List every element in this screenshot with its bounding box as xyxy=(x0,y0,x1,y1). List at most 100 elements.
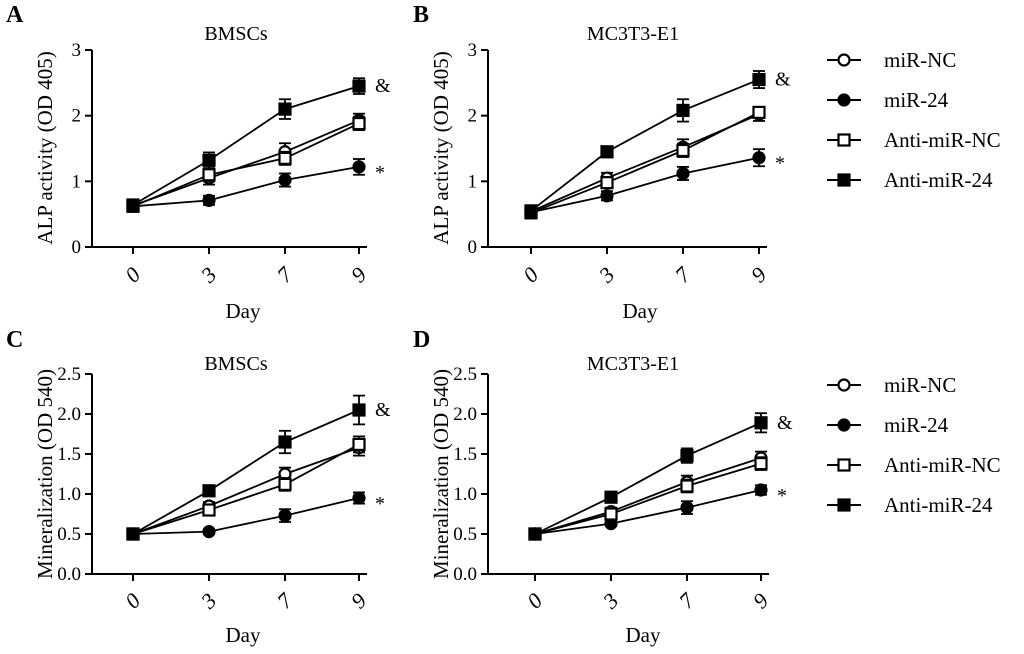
data-point xyxy=(126,198,140,212)
legend-marker xyxy=(837,93,851,107)
data-point xyxy=(352,491,366,505)
legend-marker xyxy=(837,418,851,432)
legend-label: miR-NC xyxy=(884,373,956,397)
significance-mark: * xyxy=(777,485,787,507)
panel-letter: A xyxy=(6,2,24,28)
x-tick-label: 9 xyxy=(346,588,371,613)
data-point xyxy=(754,416,768,430)
chart-panel-a: A BMSCs 0 1 2 3 ALP activity (OD 405) 0 3 7 9 Day & * xyxy=(6,2,391,323)
y-tick-label: 2.0 xyxy=(57,404,81,425)
significance-mark: * xyxy=(775,153,785,175)
y-tick-label: 2 xyxy=(72,106,82,127)
data-point xyxy=(752,105,766,119)
legend-bottom: miR-NC miR-24 Anti-miR-NC Anti-miR-24 xyxy=(827,373,1001,517)
data-point xyxy=(352,79,366,93)
data-point xyxy=(600,176,614,190)
series-line xyxy=(534,489,762,535)
series-line xyxy=(132,443,360,535)
significance-mark: & xyxy=(375,75,391,97)
panel-title: MC3T3-E1 xyxy=(587,23,679,45)
series-mir-24 xyxy=(126,491,366,541)
series-anti-mir-24 xyxy=(126,394,366,541)
x-axis-label: Day xyxy=(226,299,261,323)
data-point xyxy=(676,166,690,181)
series-line xyxy=(530,78,760,212)
y-axis-label: Mineralization (OD 540) xyxy=(429,369,453,579)
significance-mark: & xyxy=(375,399,391,421)
significance-mark: & xyxy=(777,412,793,434)
y-tick-label: 0.0 xyxy=(453,564,477,585)
x-tick-label: 0 xyxy=(120,588,145,613)
series-mir-24 xyxy=(528,483,768,541)
y-tick-label: 2.5 xyxy=(57,364,81,385)
y-tick-label: 1.5 xyxy=(57,444,81,465)
data-point xyxy=(680,449,694,463)
y-tick-label: 2 xyxy=(468,106,478,127)
series-line xyxy=(132,85,360,206)
legend-marker xyxy=(837,173,851,187)
y-axis-label: ALP activity (OD 405) xyxy=(429,51,453,244)
data-point xyxy=(752,151,766,165)
series-anti-mir-24 xyxy=(126,77,366,212)
data-point xyxy=(202,503,216,517)
y-tick-label: 0.5 xyxy=(57,524,81,545)
x-axis-label: Day xyxy=(623,299,658,323)
y-tick-label: 0.0 xyxy=(57,564,81,585)
data-point xyxy=(202,168,216,182)
series-line xyxy=(132,409,360,535)
y-axis-label: ALP activity (OD 405) xyxy=(33,51,57,244)
data-point xyxy=(202,524,216,539)
x-tick-label: 7 xyxy=(272,587,298,613)
series-line xyxy=(530,156,760,214)
series-line xyxy=(530,111,760,214)
data-point xyxy=(352,403,366,417)
data-point xyxy=(278,435,292,449)
x-tick-label: 0 xyxy=(522,588,547,613)
data-point xyxy=(278,508,292,523)
series-line xyxy=(132,497,360,535)
data-point xyxy=(202,484,216,498)
data-point xyxy=(752,72,766,87)
legend-label: Anti-miR-NC xyxy=(884,128,1001,152)
data-point xyxy=(676,103,690,118)
x-axis-label: Day xyxy=(226,623,261,647)
data-point xyxy=(680,501,694,515)
y-tick-label: 1 xyxy=(468,171,478,192)
series-anti-mir-24 xyxy=(528,412,768,541)
data-point xyxy=(600,145,614,159)
panel-title: MC3T3-E1 xyxy=(587,353,679,375)
y-tick-label: 0 xyxy=(468,237,478,258)
series-line xyxy=(534,462,762,535)
series-mir-24 xyxy=(524,148,766,219)
y-tick-label: 2.5 xyxy=(453,364,477,385)
significance-mark: * xyxy=(375,162,385,184)
y-tick-label: 2.0 xyxy=(453,404,477,425)
series-line xyxy=(534,421,762,535)
data-point xyxy=(524,204,538,218)
x-tick-label: 0 xyxy=(120,262,145,287)
legend-label: Anti-miR-NC xyxy=(884,453,1001,477)
x-tick-label: 3 xyxy=(195,588,221,614)
y-tick-label: 3 xyxy=(72,40,82,61)
data-point xyxy=(600,189,614,203)
series-line xyxy=(132,119,360,207)
series-line xyxy=(132,122,360,208)
data-point xyxy=(352,437,366,451)
legend-label: miR-24 xyxy=(884,88,949,112)
legend-marker xyxy=(837,458,851,472)
series-line xyxy=(132,166,360,208)
y-tick-label: 1.0 xyxy=(453,484,477,505)
legend-label: miR-NC xyxy=(884,48,956,72)
y-tick-label: 1 xyxy=(72,171,82,192)
panel-letter: B xyxy=(413,2,429,28)
legend-label: Anti-miR-24 xyxy=(884,168,993,192)
data-point xyxy=(278,102,292,116)
panel-title: BMSCs xyxy=(204,23,268,45)
data-point xyxy=(754,457,768,471)
y-tick-label: 0 xyxy=(72,237,82,258)
x-tick-label: 9 xyxy=(346,262,371,287)
panel-letter: C xyxy=(6,327,23,353)
series-line xyxy=(534,457,762,535)
x-tick-label: 9 xyxy=(748,588,773,613)
